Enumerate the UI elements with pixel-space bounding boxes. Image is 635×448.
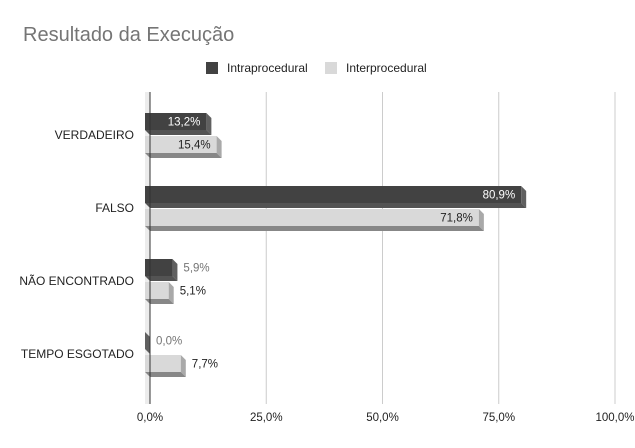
gridlines — [145, 92, 616, 404]
category-labels: VERDADEIRO FALSO NÃO ENCONTRADO TEMPO ESGOT… — [19, 128, 134, 361]
data-label: 13,2% — [168, 117, 201, 129]
bar-intraprocedural-0 — [145, 113, 212, 135]
bar-bottom — [145, 299, 174, 304]
bar-intraprocedural-1 — [145, 186, 527, 208]
bar-intraprocedural-2 — [145, 259, 178, 281]
bar-interprocedural-0 — [145, 136, 222, 158]
bar-bottom — [145, 226, 484, 231]
legend-label-series-1: Intraprocedural — [227, 61, 308, 75]
bar-face — [145, 186, 522, 203]
data-label: 5,1% — [180, 286, 206, 298]
bar-side — [206, 113, 212, 135]
data-label: 5,9% — [183, 263, 209, 275]
bar-side — [478, 209, 484, 231]
data-label: 7,7% — [192, 359, 218, 371]
bar-bottom — [145, 372, 186, 377]
bar-interprocedural-3 — [145, 355, 186, 377]
bar-intraprocedural-3 — [145, 332, 150, 354]
legend-swatch-series-2 — [325, 62, 337, 74]
x-tick-label: 0,0% — [137, 412, 163, 424]
bar-bottom — [145, 130, 212, 135]
data-label: 80,9% — [483, 190, 516, 202]
data-label: 71,8% — [440, 213, 473, 225]
bar-bottom — [145, 153, 222, 158]
bar-side — [216, 136, 222, 158]
x-tick-label: 50,0% — [366, 412, 399, 424]
chart-title: Resultado da Execução — [23, 24, 234, 46]
category-label: FALSO — [95, 201, 134, 215]
bar-face — [145, 355, 181, 372]
bar-bottom — [145, 203, 527, 208]
data-label: 0,0% — [156, 336, 182, 348]
bar-side — [521, 186, 527, 208]
legend-swatch-series-1 — [206, 62, 218, 74]
bar-face — [145, 136, 217, 153]
bar-bottom — [145, 276, 178, 281]
bar-face — [145, 209, 479, 226]
bar-face — [145, 113, 207, 130]
legend: Intraprocedural Interprocedural — [206, 61, 427, 75]
x-axis-tick-labels: 0,0% 25,0% 50,0% 75,0% 100,0% — [137, 412, 635, 424]
legend-label-series-2: Interprocedural — [346, 61, 427, 75]
category-label: VERDADEIRO — [55, 128, 134, 142]
bar-side — [168, 282, 174, 304]
category-label: TEMPO ESGOTADO — [21, 347, 134, 361]
bar-face — [145, 282, 169, 299]
bar-interprocedural-2 — [145, 282, 174, 304]
plot-area: 13,2% 15,4% 80,9% 71,8% 5,9% 5,1% 0,0% 7,7% — [145, 92, 527, 404]
bar-side — [180, 355, 186, 377]
category-label: NÃO ENCONTRADO — [19, 274, 134, 288]
data-label: 15,4% — [178, 140, 211, 152]
bar-interprocedural-1 — [145, 209, 484, 231]
x-tick-label: 25,0% — [250, 412, 283, 424]
bar-face — [145, 259, 173, 276]
bar-side — [145, 332, 150, 354]
x-tick-label: 100,0% — [595, 412, 634, 424]
bar-side — [172, 259, 178, 281]
axis-wall — [145, 92, 150, 404]
x-tick-label: 75,0% — [482, 412, 515, 424]
